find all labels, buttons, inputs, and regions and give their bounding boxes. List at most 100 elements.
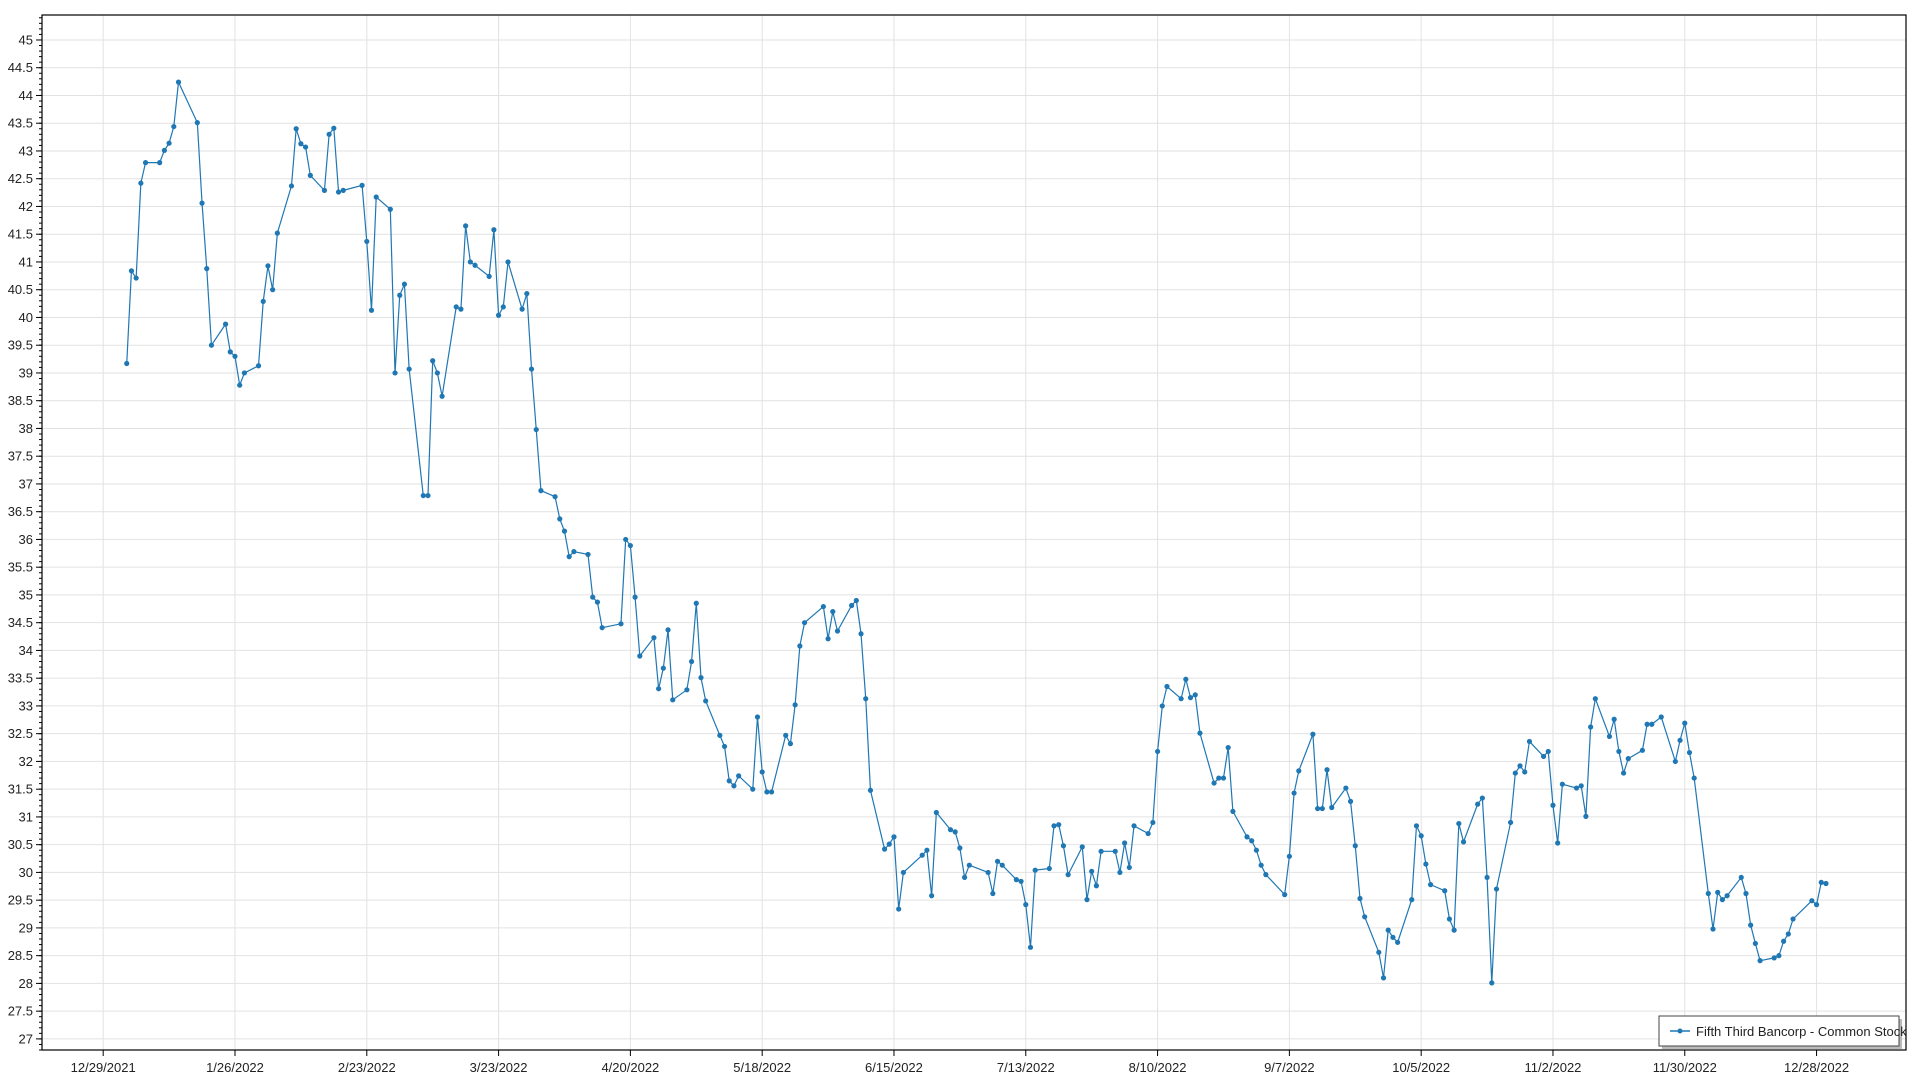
data-point [1347,798,1354,804]
data-point [1286,853,1292,859]
data-point [618,621,624,627]
data-point [1216,775,1222,781]
data-point [208,342,215,348]
data-point [1089,868,1095,874]
data-point [397,292,403,298]
data-point [1282,892,1288,898]
data-point [952,829,958,835]
y-tick-label: 36 [19,532,33,547]
y-tick-label: 42 [19,199,33,214]
data-point [274,230,280,236]
data-point [656,686,662,692]
data-point [204,266,210,272]
data-point [171,123,177,130]
data-point [1583,813,1589,819]
data-point [1508,819,1514,826]
data-point [194,120,200,126]
data-point [1715,889,1721,895]
data-point [227,349,233,355]
data-point [1197,730,1203,736]
data-point [849,602,855,609]
data-point [726,778,732,784]
data-point [1413,823,1420,829]
x-tick-label: 1/26/2022 [206,1060,264,1075]
data-point [1752,940,1758,947]
data-point [787,741,794,747]
y-tick-label: 41.5 [8,227,33,242]
data-point [439,393,445,399]
y-tick-label: 37 [19,476,33,491]
y-tick-label: 44.5 [8,60,33,75]
data-point [924,847,930,853]
data-point [759,769,765,775]
data-point [1748,922,1754,928]
x-tick-label: 8/10/2022 [1129,1060,1187,1075]
data-point [1573,785,1580,791]
data-point [557,516,563,522]
data-point [1131,823,1137,829]
data-point [1620,770,1627,776]
data-point [1220,775,1227,781]
data-point [1319,805,1325,812]
data-point [1056,822,1062,828]
data-point [175,79,182,85]
data-point [387,206,393,212]
data-point [1489,980,1495,986]
data-point [538,488,544,494]
data-point [698,675,704,681]
y-tick-label: 39.5 [8,338,33,353]
data-point [1427,882,1434,888]
data-point [863,696,869,702]
data-point [1418,833,1424,839]
data-point [1357,895,1363,902]
data-point [1545,748,1551,755]
data-point [1451,927,1457,933]
data-point [1818,879,1824,886]
data-point [1018,878,1024,884]
data-point [533,426,539,433]
data-point [1578,783,1584,789]
data-point [1823,880,1829,887]
y-tick-label: 39 [19,365,33,380]
data-point [1150,819,1156,826]
y-tick-label: 44 [19,88,33,103]
data-point [834,628,841,634]
data-point [1672,758,1678,765]
data-point [670,697,676,703]
data-point [1093,883,1099,889]
data-point [688,658,695,665]
data-point [1517,763,1523,769]
data-point [1291,790,1297,796]
data-point [138,180,144,186]
data-point [1606,733,1613,740]
data-point [1442,888,1448,894]
data-point [307,172,313,178]
y-tick-label: 31.5 [8,782,33,797]
data-point [627,542,633,549]
data-point [1710,926,1716,932]
data-point [1126,864,1132,871]
data-point [990,890,996,897]
data-point [237,382,243,388]
data-point [368,307,375,313]
x-tick-label: 2/23/2022 [338,1060,396,1075]
data-point [768,789,775,795]
data-point [364,238,370,245]
data-point [966,862,972,868]
data-point [331,125,337,131]
data-point [1522,769,1528,775]
data-point [1117,869,1123,876]
data-point [590,594,596,600]
data-point [463,223,469,229]
data-point [1324,767,1330,773]
data-point [453,304,459,310]
data-point [853,597,859,604]
data-point [1616,748,1622,755]
data-point [1178,696,1184,702]
data-point [1046,865,1052,872]
data-point [594,599,601,605]
y-tick-label: 42.5 [8,171,33,186]
data-point [1475,801,1481,807]
data-point [1409,897,1415,903]
data-point [458,306,464,312]
